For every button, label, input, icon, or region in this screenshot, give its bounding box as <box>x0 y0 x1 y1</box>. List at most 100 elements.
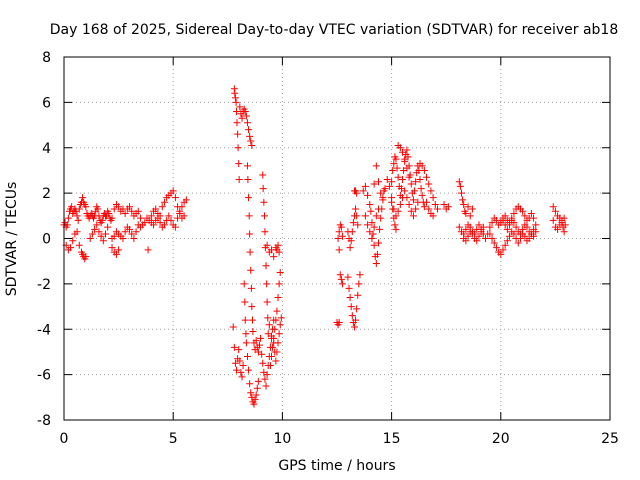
data-point <box>347 237 355 245</box>
data-point <box>64 214 72 222</box>
data-point <box>73 228 81 236</box>
data-point <box>119 235 127 242</box>
data-point <box>233 366 241 374</box>
data-point <box>247 284 255 292</box>
data-point <box>403 146 411 154</box>
data-point <box>265 321 273 329</box>
data-point <box>259 185 267 193</box>
data-point <box>370 241 378 249</box>
data-point <box>147 212 155 220</box>
data-point <box>392 212 400 220</box>
data-point <box>364 191 372 199</box>
x-tick-label: 10 <box>273 431 291 447</box>
data-point <box>266 362 274 370</box>
data-point <box>126 203 134 211</box>
data-point <box>241 316 249 324</box>
data-point <box>98 216 106 224</box>
data-point <box>75 205 83 213</box>
data-point <box>455 223 463 231</box>
data-point <box>488 219 496 227</box>
data-point <box>69 237 77 245</box>
data-point <box>420 203 428 211</box>
data-point <box>169 187 177 195</box>
data-point <box>372 162 380 170</box>
data-point <box>359 187 367 195</box>
data-point <box>377 214 385 222</box>
data-point <box>556 221 564 229</box>
data-point <box>243 119 251 127</box>
data-point <box>115 203 123 211</box>
data-point <box>554 225 562 233</box>
data-point <box>82 203 90 211</box>
data-point <box>263 241 271 249</box>
data-point <box>275 248 283 256</box>
data-point <box>260 198 268 206</box>
data-point <box>336 271 344 279</box>
data-point <box>370 180 378 188</box>
data-point <box>238 114 246 122</box>
data-point <box>519 207 527 215</box>
data-point <box>409 196 417 204</box>
data-point <box>401 155 409 163</box>
data-point <box>230 343 238 351</box>
data-point <box>499 246 507 254</box>
data-point <box>510 230 518 238</box>
data-point <box>245 126 253 134</box>
data-point <box>248 316 256 324</box>
data-point <box>551 207 559 215</box>
data-point <box>530 214 538 222</box>
data-point <box>154 214 162 222</box>
data-point <box>252 391 260 399</box>
data-point <box>260 212 268 220</box>
data-point <box>379 194 387 202</box>
data-point <box>417 185 425 193</box>
data-point <box>235 176 243 184</box>
data-point <box>501 241 509 249</box>
data-point <box>527 230 535 238</box>
data-point <box>521 212 529 220</box>
data-point <box>165 212 173 220</box>
data-point <box>121 228 129 236</box>
data-point <box>391 221 399 229</box>
data-point <box>367 207 375 215</box>
data-point <box>108 214 116 222</box>
data-point <box>390 160 398 168</box>
data-point <box>245 366 253 374</box>
data-point <box>152 205 160 213</box>
data-point <box>388 178 396 186</box>
data-points <box>60 85 569 408</box>
data-point <box>231 359 239 367</box>
data-point <box>141 219 149 227</box>
data-point <box>350 323 358 331</box>
data-point <box>229 323 237 331</box>
data-point <box>171 223 179 231</box>
data-point <box>67 244 75 252</box>
data-point <box>512 223 520 231</box>
data-point <box>73 212 81 220</box>
data-point <box>150 221 158 229</box>
data-point <box>411 187 419 195</box>
data-point <box>492 216 500 224</box>
data-point <box>240 280 248 288</box>
data-point <box>429 194 437 202</box>
data-point <box>497 250 505 258</box>
x-tick-label: 25 <box>601 431 619 447</box>
data-point <box>259 359 267 367</box>
data-point <box>374 205 382 213</box>
data-point <box>334 235 342 242</box>
data-point <box>182 196 190 204</box>
data-point <box>254 377 262 385</box>
data-point <box>516 235 524 242</box>
data-point <box>394 207 402 215</box>
data-point <box>231 89 239 97</box>
data-point <box>423 173 431 181</box>
data-point <box>233 119 241 127</box>
data-point <box>388 198 396 206</box>
data-point <box>160 198 168 206</box>
data-point <box>235 160 243 168</box>
data-point <box>532 221 540 229</box>
data-point <box>267 352 275 360</box>
data-point <box>236 103 244 111</box>
data-point <box>337 275 345 283</box>
data-point <box>269 343 277 351</box>
